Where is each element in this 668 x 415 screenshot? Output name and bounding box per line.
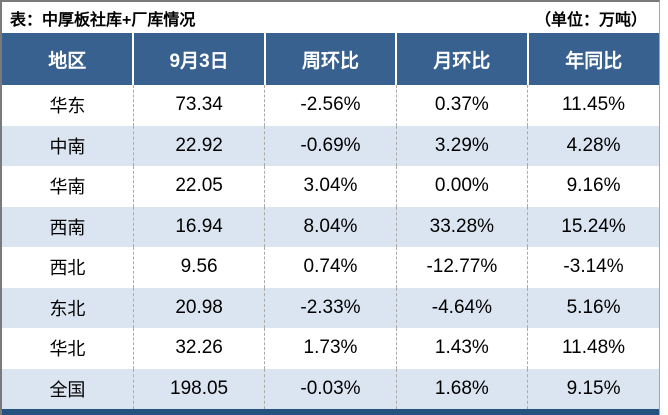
- region-cell: 华北: [49, 339, 86, 360]
- table-title: 表：中厚板社库+厂库情况: [10, 11, 196, 29]
- wow-cell: -0.03%: [264, 368, 397, 409]
- col-header-mom: 月环比: [395, 33, 528, 85]
- wow-cell: -2.56%: [264, 85, 397, 126]
- table-row: 西北 9.56 0.74% -12.77% -3.14%: [2, 247, 659, 288]
- value-cell: 198.05: [132, 368, 265, 409]
- table-row: 华北 32.26 1.73% 1.43% 11.48%: [2, 328, 659, 369]
- value-cell: 22.92: [132, 125, 265, 166]
- table-row: 西南 16.94 8.04% 33.28% 15.24%: [2, 206, 659, 247]
- value-cell: 32.26: [132, 328, 265, 369]
- region-cell: 全国: [49, 379, 86, 400]
- wow-cell: -2.33%: [264, 287, 397, 328]
- table-header-row: 地区 9月3日 周环比 月环比 年同比: [2, 33, 659, 85]
- wow-cell: 8.04%: [264, 206, 397, 247]
- table-row: 全国 198.05 -0.03% 1.68% 9.15%: [2, 368, 659, 409]
- wow-cell: 0.74%: [264, 247, 397, 288]
- wow-cell: 3.04%: [264, 166, 397, 207]
- region-cell: 西南: [49, 217, 86, 238]
- region-cell: 西北: [49, 258, 86, 279]
- region-cell: 华东: [49, 96, 86, 117]
- mom-cell: 3.29%: [395, 125, 528, 166]
- value-cell: 16.94: [132, 206, 265, 247]
- table-bottom-border: [2, 409, 659, 415]
- value-cell: 73.34: [132, 85, 265, 126]
- table-row: 华东 73.34 -2.56% 0.37% 11.45%: [2, 85, 659, 126]
- table-row: 中南 22.92 -0.69% 3.29% 4.28%: [2, 125, 659, 166]
- yoy-cell: 4.28%: [527, 125, 659, 166]
- mom-cell: 1.43%: [395, 328, 528, 369]
- col-header-yoy: 年同比: [526, 33, 659, 85]
- wow-cell: -0.69%: [264, 125, 397, 166]
- region-cell: 东北: [49, 298, 86, 319]
- value-cell: 20.98: [132, 287, 265, 328]
- value-cell: 9.56: [132, 247, 265, 288]
- yoy-cell: 9.15%: [527, 368, 659, 409]
- region-cell: 华南: [49, 177, 86, 198]
- yoy-cell: 5.16%: [527, 287, 659, 328]
- value-cell: 22.05: [132, 166, 265, 207]
- col-header-wow: 周环比: [263, 33, 397, 85]
- mom-cell: 33.28%: [395, 206, 528, 247]
- inventory-table: 地区 9月3日 周环比 月环比 年同比 华东 73.34 -2.56% 0.37…: [2, 33, 659, 409]
- yoy-cell: -3.14%: [527, 247, 659, 288]
- mom-cell: -12.77%: [395, 247, 528, 288]
- yoy-cell: 11.45%: [527, 85, 659, 126]
- yoy-cell: 15.24%: [527, 206, 659, 247]
- table-row: 华南 22.05 3.04% 0.00% 9.16%: [2, 166, 659, 207]
- mom-cell: 1.68%: [395, 368, 528, 409]
- region-cell: 中南: [49, 136, 86, 157]
- col-header-date: 9月3日: [132, 33, 265, 85]
- mom-cell: -4.64%: [395, 287, 528, 328]
- wow-cell: 1.73%: [264, 328, 397, 369]
- yoy-cell: 9.16%: [527, 166, 659, 207]
- mom-cell: 0.00%: [395, 166, 528, 207]
- table-row: 东北 20.98 -2.33% -4.64% 5.16%: [2, 287, 659, 328]
- col-header-region: 地区: [2, 33, 134, 85]
- mom-cell: 0.37%: [395, 85, 528, 126]
- unit-label: （单位：万吨）: [534, 11, 647, 29]
- title-bar: 表：中厚板社库+厂库情况 （单位：万吨）: [2, 2, 659, 33]
- yoy-cell: 11.48%: [527, 328, 659, 369]
